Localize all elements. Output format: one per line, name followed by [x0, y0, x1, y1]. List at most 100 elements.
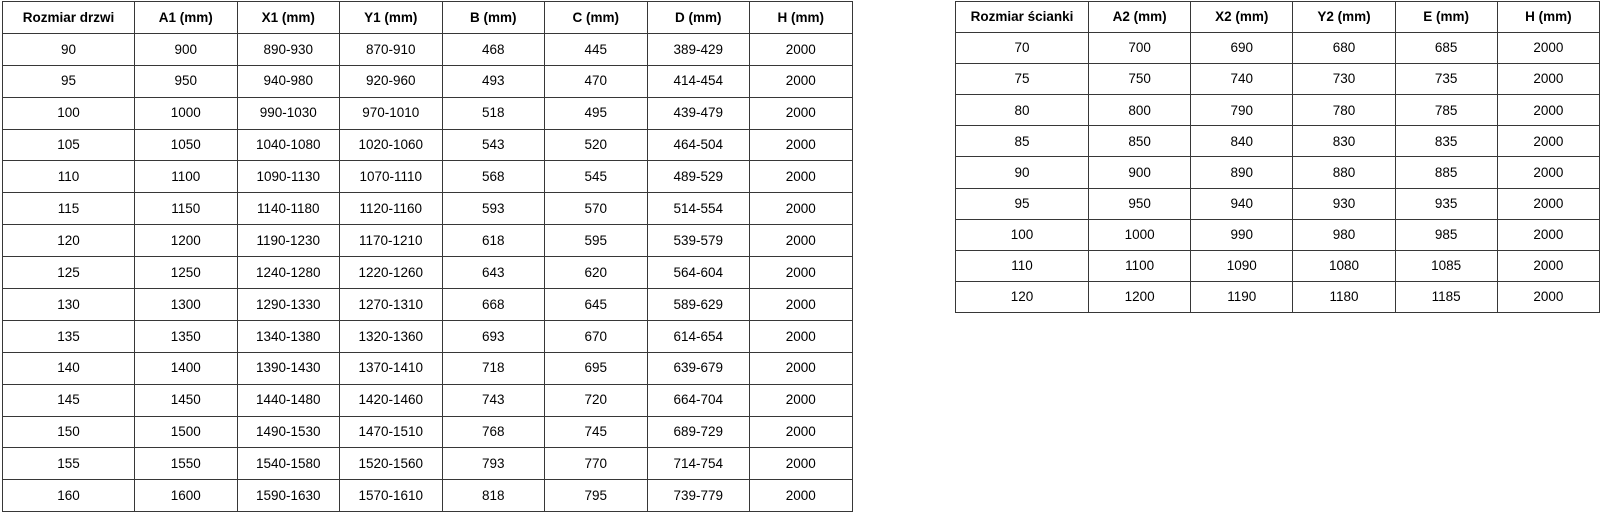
table-cell: 1350 [134, 319, 238, 353]
table-cell: 1180 [1292, 280, 1396, 313]
table-row: 100 1000 990-1030 970-1010 518 495 439-479 2000 [2, 96, 853, 130]
table-cell: 595 [544, 224, 648, 258]
table-row: 110 1100 1090 1080 1085 2000 [955, 249, 1600, 282]
table-cell: 80 [955, 94, 1089, 127]
table-cell: 795 [544, 479, 648, 513]
table-cell: 464-504 [646, 128, 750, 162]
column-header: Y2 (mm) [1292, 0, 1396, 34]
table-cell: 1590-1630 [236, 479, 340, 513]
table-cell: 1470-1510 [339, 415, 443, 449]
table-cell: 110 [955, 249, 1089, 282]
column-header: B (mm) [441, 1, 545, 34]
table-row: 95 950 940 930 935 2000 [955, 187, 1600, 220]
table-cell: 1600 [134, 479, 238, 513]
table-cell: 1290-1330 [236, 288, 340, 321]
table-row: 160 1600 1590-1630 1570-1610 818 795 739-779 20… [2, 479, 853, 513]
table-cell: 70 [955, 32, 1089, 65]
table-cell: 389-429 [646, 32, 750, 66]
table-cell: 2000 [1496, 249, 1600, 282]
table-cell: 1550 [134, 447, 238, 481]
table-cell: 1240-1280 [236, 256, 340, 290]
table-cell: 1020-1060 [339, 128, 443, 162]
table-cell: 1080 [1292, 249, 1396, 282]
table-cell: 1200 [1087, 280, 1192, 313]
table-cell: 935 [1394, 187, 1498, 220]
table-cell: 2000 [749, 224, 853, 258]
table-cell: 145 [2, 383, 135, 417]
table-cell: 680 [1292, 32, 1396, 65]
column-header: X2 (mm) [1190, 0, 1294, 34]
table-row: 125 1250 1240-1280 1220-1260 643 620 564-604 20… [2, 256, 853, 290]
table-cell: 545 [544, 160, 648, 194]
column-header: A1 (mm) [134, 1, 238, 34]
table-cell: 643 [441, 256, 545, 290]
table-cell: 564-604 [646, 256, 750, 290]
table-cell: 75 [955, 63, 1089, 96]
table-row: 155 1550 1540-1580 1520-1560 793 770 714-754 20… [2, 447, 853, 481]
table-cell: 539-579 [646, 224, 750, 258]
table-cell: 970-1010 [339, 96, 443, 130]
table-cell: 1100 [1087, 249, 1192, 282]
table-row: 135 1350 1340-1380 1320-1360 693 670 614-654 20… [2, 319, 853, 353]
table-row: 70 700 690 680 685 2000 [955, 32, 1600, 65]
table-cell: 1540-1580 [236, 447, 340, 481]
table-row: 140 1400 1390-1430 1370-1410 718 695 639-679 20… [2, 351, 853, 385]
table-cell: 1000 [1087, 218, 1192, 251]
column-header: A2 (mm) [1087, 0, 1192, 34]
table-cell: 125 [2, 256, 135, 290]
table-cell: 470 [544, 64, 648, 98]
table-cell: 1420-1460 [339, 383, 443, 417]
table-cell: 840 [1190, 125, 1294, 158]
table-cell: 95 [955, 187, 1089, 220]
table-row: 90 900 890 880 885 2000 [955, 156, 1600, 189]
table-cell: 2000 [1496, 156, 1600, 189]
table-row: 150 1500 1490-1530 1470-1510 768 745 689-729 20… [2, 415, 853, 449]
table-cell: 1170-1210 [339, 224, 443, 258]
table-cell: 2000 [749, 64, 853, 98]
table-cell: 2000 [749, 351, 853, 385]
table-cell: 693 [441, 319, 545, 353]
table-cell: 2000 [749, 415, 853, 449]
table-cell: 2000 [749, 256, 853, 290]
table-cell: 2000 [749, 288, 853, 321]
table-cell: 1090-1130 [236, 160, 340, 194]
table-cell: 990 [1190, 218, 1294, 251]
table-cell: 1450 [134, 383, 238, 417]
table-cell: 130 [2, 288, 135, 321]
table-cell: 668 [441, 288, 545, 321]
table-cell: 100 [2, 96, 135, 130]
table-cell: 900 [1087, 156, 1192, 189]
header-row: Rozmiar drzwi A1 (mm) X1 (mm) Y1 (mm) B (mm)… [2, 1, 853, 34]
table-cell: 2000 [749, 192, 853, 226]
table-cell: 90 [2, 32, 135, 66]
table-cell: 1270-1310 [339, 288, 443, 321]
table-cell: 2000 [749, 447, 853, 481]
table-row: 130 1300 1290-1330 1270-1310 668 645 589-629 20… [2, 288, 853, 321]
table-cell: 830 [1292, 125, 1396, 158]
table-cell: 1190-1230 [236, 224, 340, 258]
table-row: 120 1200 1190-1230 1170-1210 618 595 539-579 20… [2, 224, 853, 258]
door-size-table-header: Rozmiar drzwi A1 (mm) X1 (mm) Y1 (mm) B (mm)… [2, 1, 853, 34]
table-cell: 2000 [749, 128, 853, 162]
table-cell: 518 [441, 96, 545, 130]
table-cell: 745 [544, 415, 648, 449]
table-cell: 980 [1292, 218, 1396, 251]
table-cell: 520 [544, 128, 648, 162]
table-cell: 570 [544, 192, 648, 226]
table-cell: 1185 [1394, 280, 1498, 313]
table-cell: 1340-1380 [236, 319, 340, 353]
table-cell: 2000 [749, 319, 853, 353]
table-cell: 714-754 [646, 447, 750, 481]
table-cell: 645 [544, 288, 648, 321]
table-cell: 1300 [134, 288, 238, 321]
table-cell: 2000 [749, 32, 853, 66]
table-cell: 990-1030 [236, 96, 340, 130]
table-cell: 1050 [134, 128, 238, 162]
table-cell: 664-704 [646, 383, 750, 417]
table-cell: 690 [1190, 32, 1294, 65]
table-cell: 1090 [1190, 249, 1294, 282]
table-cell: 985 [1394, 218, 1498, 251]
column-header: H (mm) [1496, 0, 1600, 34]
table-cell: 2000 [1496, 63, 1600, 96]
table-cell: 120 [2, 224, 135, 258]
